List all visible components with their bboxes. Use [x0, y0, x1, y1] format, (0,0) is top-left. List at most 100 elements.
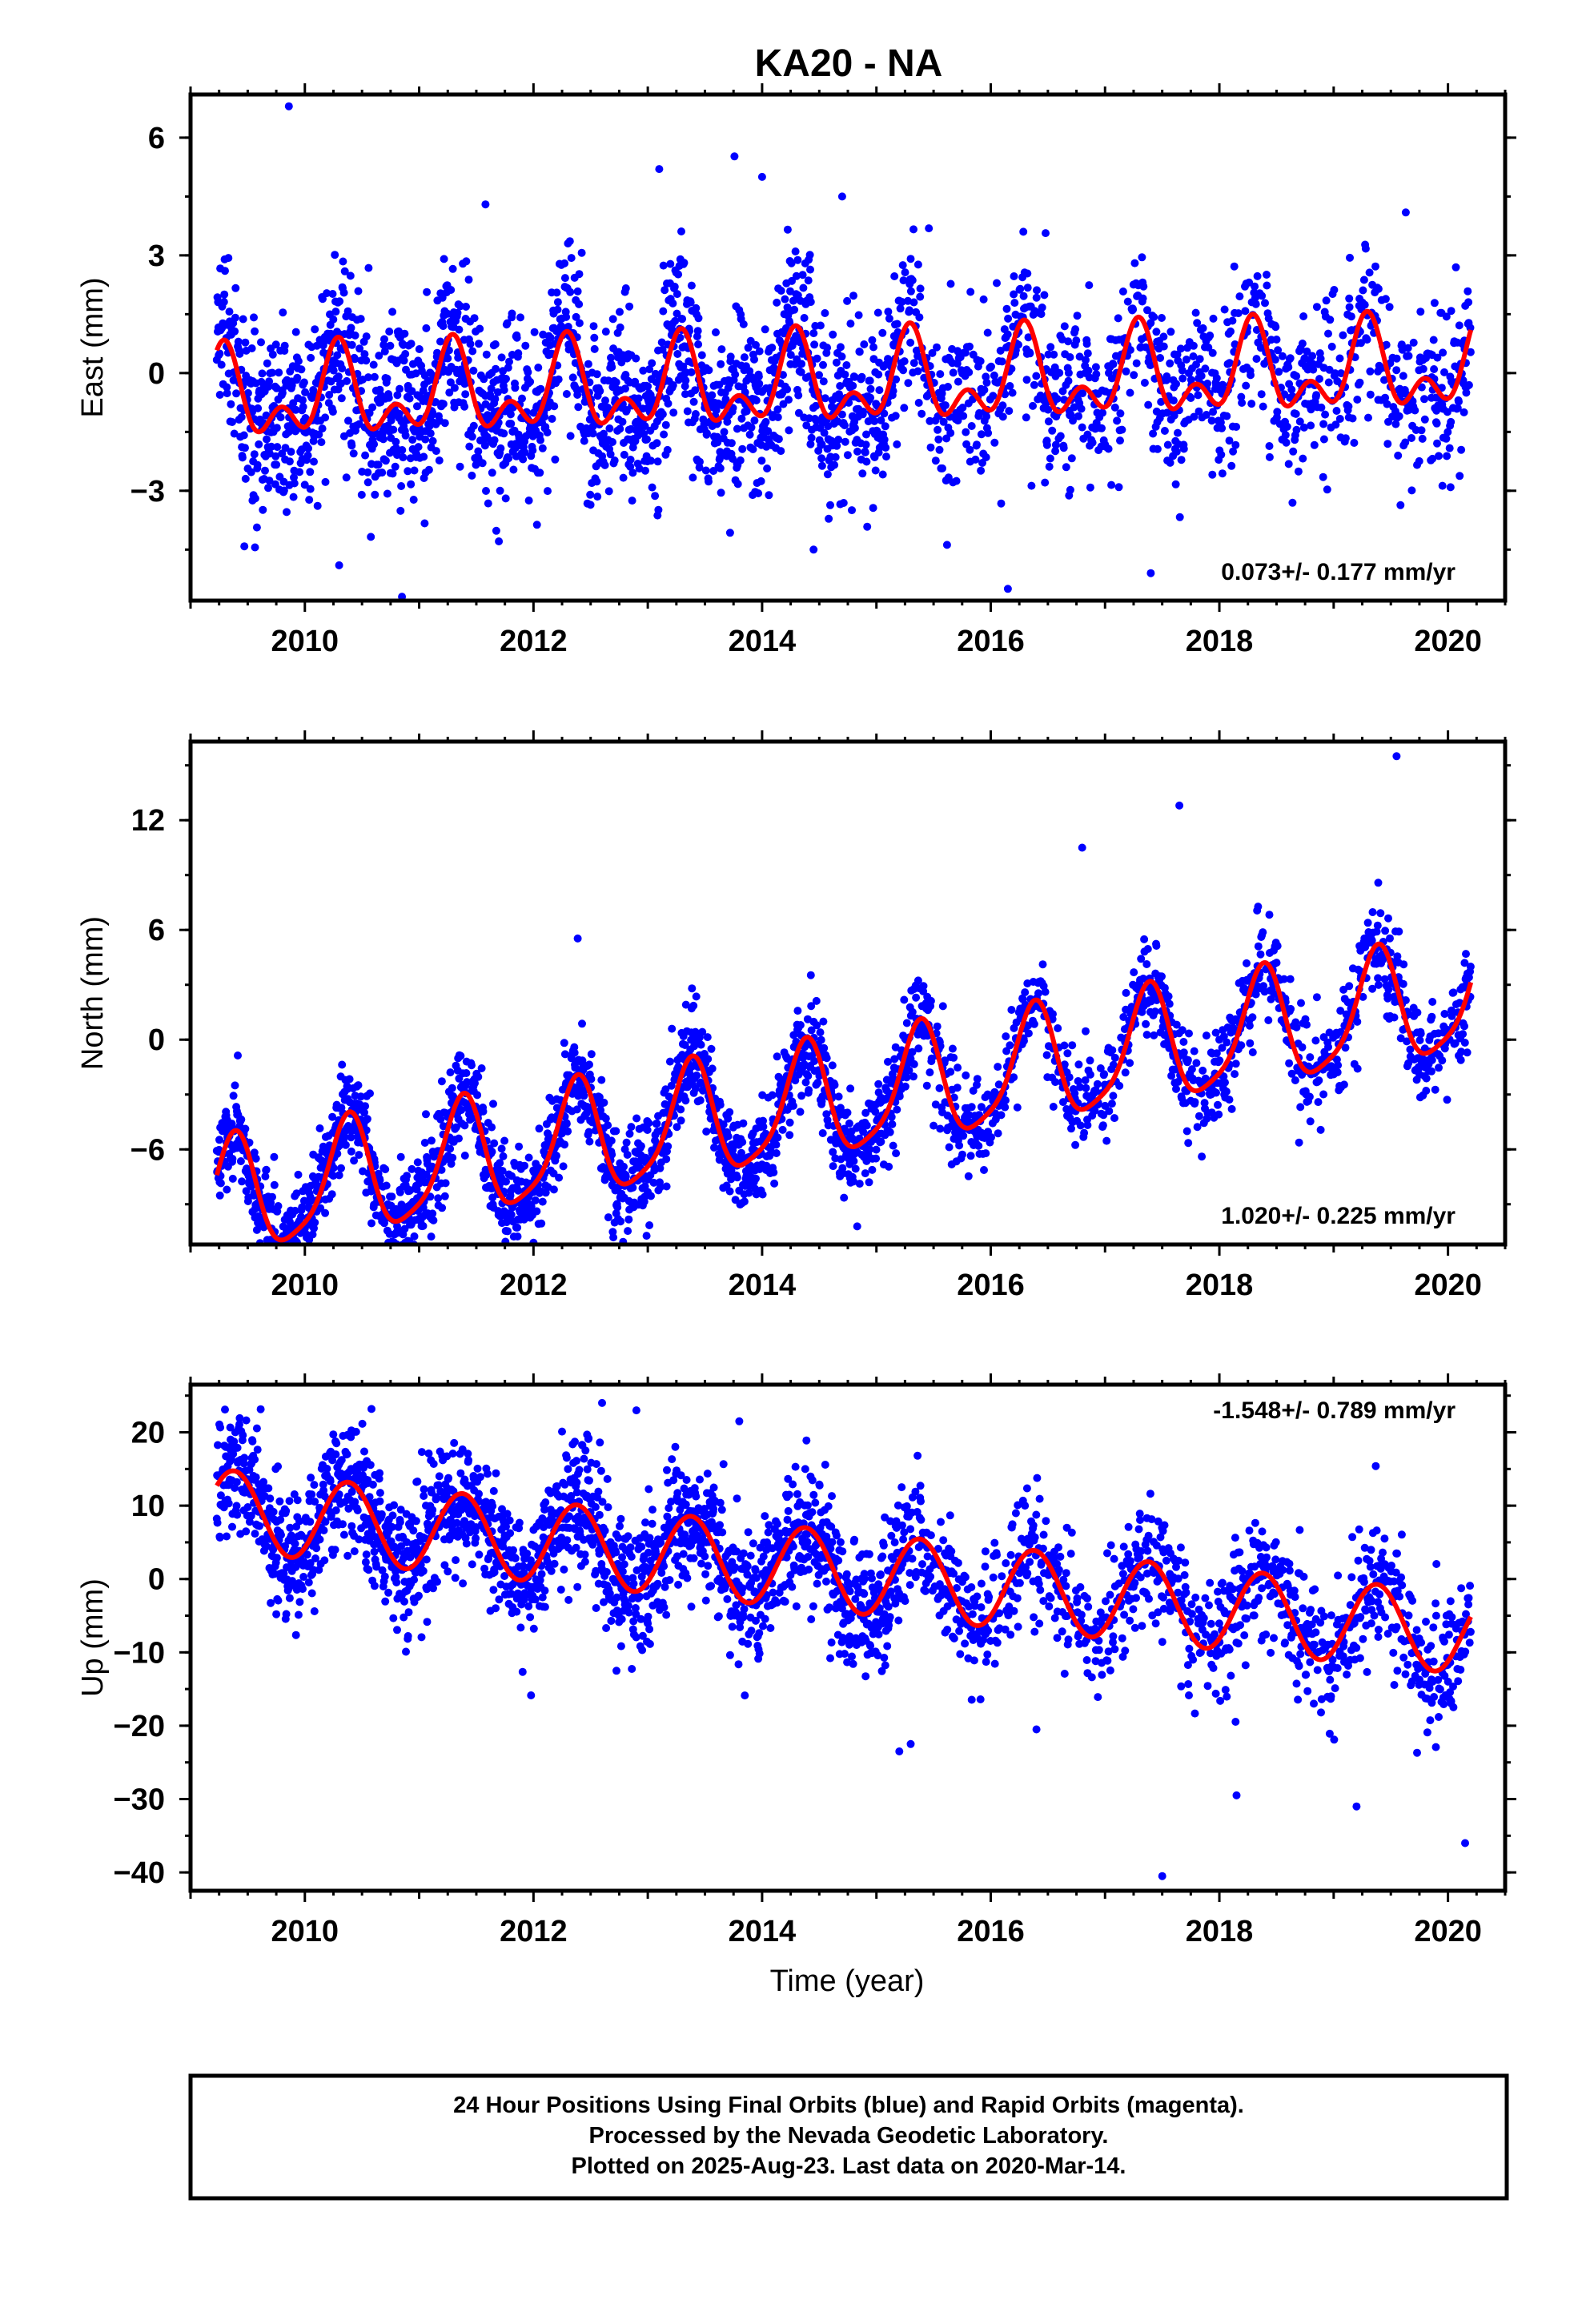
east-point: [469, 421, 478, 430]
north-point: [537, 1219, 546, 1228]
north-point: [215, 1136, 223, 1144]
east-point: [677, 227, 685, 235]
east-point: [712, 328, 720, 336]
north-point: [266, 1252, 274, 1260]
east-point: [360, 350, 369, 359]
north-point: [520, 1161, 529, 1170]
east-point: [363, 478, 372, 487]
north-point: [284, 1247, 292, 1255]
north-point: [692, 992, 701, 1001]
east-point: [446, 378, 455, 387]
north-point: [1060, 1041, 1069, 1050]
east-point: [618, 417, 627, 426]
east-point: [653, 457, 662, 466]
east-point: [1341, 434, 1350, 443]
east-point: [1051, 447, 1060, 456]
north-point: [564, 1127, 572, 1136]
east-point: [1146, 361, 1154, 370]
east-point: [604, 404, 612, 412]
east-point: [906, 287, 915, 296]
north-point: [1001, 1103, 1010, 1112]
east-point: [391, 462, 400, 471]
east-point: [335, 297, 344, 306]
north-point: [1030, 1019, 1038, 1028]
north-point: [797, 1092, 806, 1100]
east-point: [1042, 229, 1050, 238]
east-point: [1310, 440, 1319, 449]
east-point: [1216, 418, 1225, 427]
east-point: [1010, 290, 1018, 299]
east-point: [815, 371, 823, 380]
east-point: [934, 435, 943, 444]
east-point: [787, 259, 796, 267]
north-point: [238, 1177, 247, 1186]
east-point: [897, 298, 906, 306]
east-point: [843, 296, 852, 305]
north-point: [642, 1232, 651, 1240]
east-point: [661, 420, 670, 429]
east-point: [293, 373, 302, 382]
east-point: [339, 288, 348, 297]
east-point: [492, 526, 500, 535]
east-point: [1464, 298, 1473, 307]
east-point: [271, 340, 280, 349]
north-point: [500, 1136, 509, 1145]
east-point: [221, 267, 229, 275]
north-point: [428, 1136, 436, 1145]
east-point: [1060, 322, 1069, 331]
east-point: [462, 257, 471, 266]
north-point: [1024, 1029, 1033, 1038]
east-point: [448, 264, 457, 273]
east-point: [552, 288, 561, 297]
east-point: [942, 434, 951, 443]
north-point: [366, 1089, 374, 1098]
east-point: [1327, 342, 1336, 351]
east-point: [1077, 404, 1086, 413]
north-point: [609, 1233, 618, 1242]
east-point: [329, 315, 338, 324]
north-point: [257, 1252, 265, 1261]
east-point: [807, 433, 816, 442]
east-point: [540, 412, 549, 421]
east-point: [304, 444, 312, 452]
east-point: [337, 394, 346, 403]
east-point: [1312, 303, 1321, 312]
north-point: [544, 1183, 552, 1192]
east-point: [223, 389, 231, 398]
north-point: [662, 1182, 671, 1191]
east-point: [299, 396, 307, 404]
east-point: [802, 421, 811, 430]
east-point: [1203, 380, 1212, 388]
east-point: [620, 450, 628, 459]
east-point: [234, 337, 243, 346]
north-point: [1002, 1032, 1010, 1041]
north-point: [311, 1218, 319, 1227]
north-point: [499, 1152, 508, 1160]
north-point: [872, 1145, 881, 1154]
east-point: [691, 386, 700, 395]
north-point: [335, 1171, 343, 1180]
north-point: [681, 1041, 689, 1049]
east-point: [380, 335, 388, 344]
east-point: [1083, 349, 1092, 358]
north-point: [455, 1134, 463, 1143]
east-point: [659, 261, 668, 270]
east-point: [1223, 412, 1231, 420]
north-point: [504, 1227, 512, 1236]
east-point: [1275, 368, 1283, 376]
east-point: [612, 378, 620, 387]
north-point: [677, 1105, 685, 1114]
north-point: [997, 1111, 1006, 1120]
east-point: [273, 443, 282, 452]
east-point: [621, 384, 629, 393]
east-point: [763, 464, 772, 472]
north-point: [958, 1150, 966, 1159]
north-point: [407, 1249, 415, 1257]
east-point: [683, 407, 692, 416]
east-point: [833, 441, 841, 450]
east-point: [1258, 292, 1267, 300]
east-point: [1126, 346, 1134, 354]
east-point: [1088, 438, 1097, 447]
north-point: [447, 1160, 456, 1168]
east-point: [1409, 338, 1418, 347]
